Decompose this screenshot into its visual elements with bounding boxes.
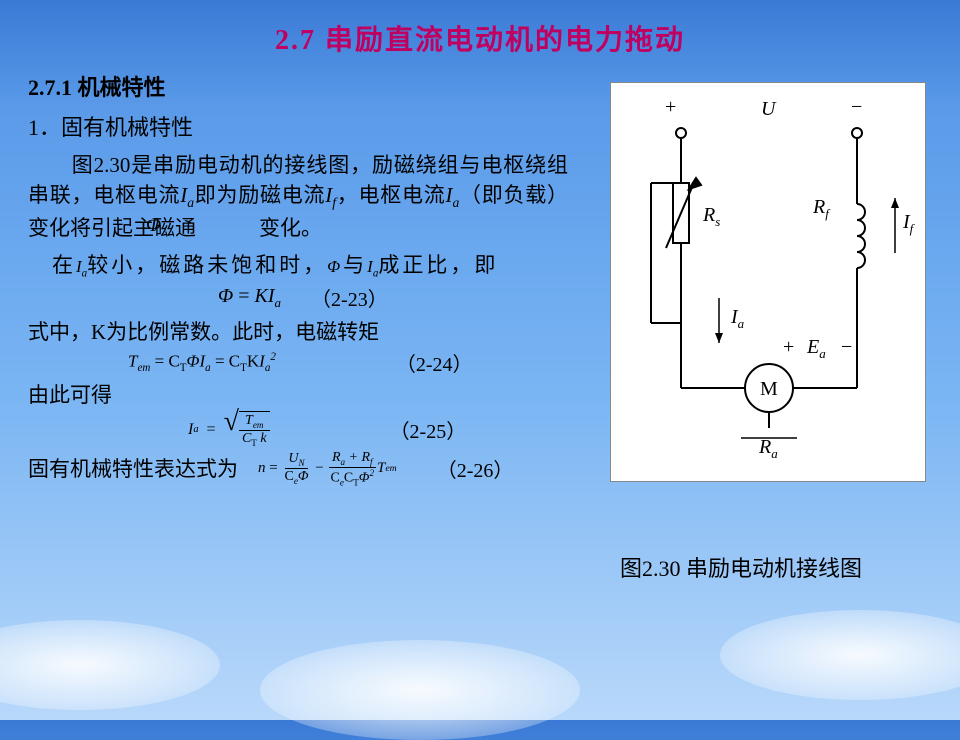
label-minus: − [851, 96, 862, 118]
var-phi: Φ [146, 214, 161, 237]
text: ，电枢电流 [336, 183, 445, 207]
label-minus-ea: − [841, 336, 852, 358]
eq-number: （2-24） [396, 348, 473, 377]
label-ra: Ra [758, 436, 778, 461]
label-plus-ea: + [783, 336, 794, 358]
var-ia: Ia [367, 257, 378, 276]
eq-number: （2-26） [437, 454, 514, 483]
paragraph-1: 图2.30是串励电动机的接线图，励磁绕组与电枢绕组串联，电枢电流Ia即为励磁电流… [28, 150, 568, 244]
eq-body: Φ = KIa [218, 285, 281, 311]
label-plus: + [665, 96, 676, 118]
eq-number: （2-25） [390, 415, 467, 444]
text: 较小，磁路未饱和时， [87, 253, 327, 277]
cloud-decoration [720, 610, 960, 700]
eq-number: （2-23） [311, 283, 388, 312]
label-ea: Ea [806, 336, 826, 361]
figure-caption: 图2.30 串励电动机接线图 [620, 554, 920, 585]
label-rs: Rs [702, 204, 720, 229]
text: 即为励磁电流 [194, 183, 325, 207]
paragraph-2: 在Ia较小，磁路未饱和时，Φ与Ia成正比，即 [28, 250, 568, 281]
circuit-svg: + U − Rs Rf If Ia + Ea − M Ra [611, 83, 927, 483]
var-phi: Φ [327, 257, 343, 276]
label-u: U [761, 98, 777, 120]
text: 成正比，即 [378, 253, 498, 277]
cloud-decoration [0, 620, 220, 710]
cloud-decoration [260, 640, 580, 740]
var-ia: Ia [180, 183, 194, 207]
figure-circuit: + U − Rs Rf If Ia + Ea − M Ra [610, 82, 926, 482]
var-if: If [325, 183, 336, 207]
text: 在 [28, 253, 76, 277]
var-ia: Ia [76, 257, 87, 276]
var-ia: Ia [445, 183, 459, 207]
label-if: If [902, 211, 916, 236]
text-line: 固有机械特性表达式为 [28, 453, 238, 483]
label-m: M [760, 378, 778, 400]
eq-body: n = UNCeΦ − Ra + RfCeCTΦ2 Tem [258, 450, 397, 487]
text: 与 [343, 253, 367, 277]
page-title: 2.7 串励直流电动机的电力拖动 [0, 0, 960, 58]
eq-body: Tem = CTΦIa = CTKIa2 [128, 351, 276, 374]
eq-body: Ia = √TemCT k [188, 411, 270, 448]
label-rf: Rf [812, 196, 831, 221]
label-ia: Ia [730, 306, 745, 331]
